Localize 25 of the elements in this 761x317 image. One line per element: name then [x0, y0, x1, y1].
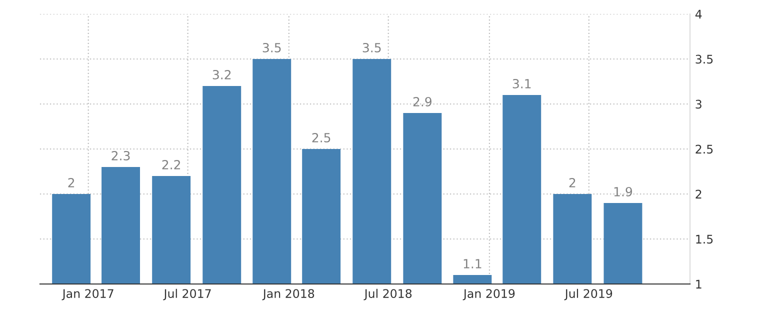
data-label: 1.9: [614, 186, 632, 196]
y-tick-label: 3.5: [696, 54, 713, 64]
x-tick-label: Jul 2018: [364, 288, 412, 300]
x-tick-label: Jul 2019: [564, 288, 612, 300]
data-label: 2.5: [312, 132, 330, 142]
y-tick-label: 2: [696, 190, 702, 198]
data-label: 2.9: [413, 96, 432, 106]
data-label: 2: [68, 178, 74, 188]
data-label: 2: [569, 178, 576, 188]
data-label: 1.1: [464, 259, 482, 268]
x-tick-label: Jul 2017: [163, 288, 211, 300]
data-label: 2.2: [162, 160, 180, 170]
y-tick-label: 3: [696, 100, 702, 109]
data-label: 3.2: [212, 70, 231, 80]
data-label: 3.1: [512, 78, 531, 88]
y-tick-label: 4: [695, 10, 702, 18]
data-label: 3.5: [262, 42, 281, 52]
data-label: 2.3: [112, 150, 130, 160]
y-tick-label: 1.5: [696, 234, 713, 244]
x-tick-label: Jan 2019: [462, 289, 515, 300]
y-tick-label: 1: [696, 280, 702, 288]
y-tick-label: 2.5: [696, 144, 713, 154]
x-tick-label: Jan 2018: [262, 289, 314, 300]
x-tick-label: Jan 2017: [62, 289, 114, 300]
data-label: 3.5: [362, 42, 381, 52]
